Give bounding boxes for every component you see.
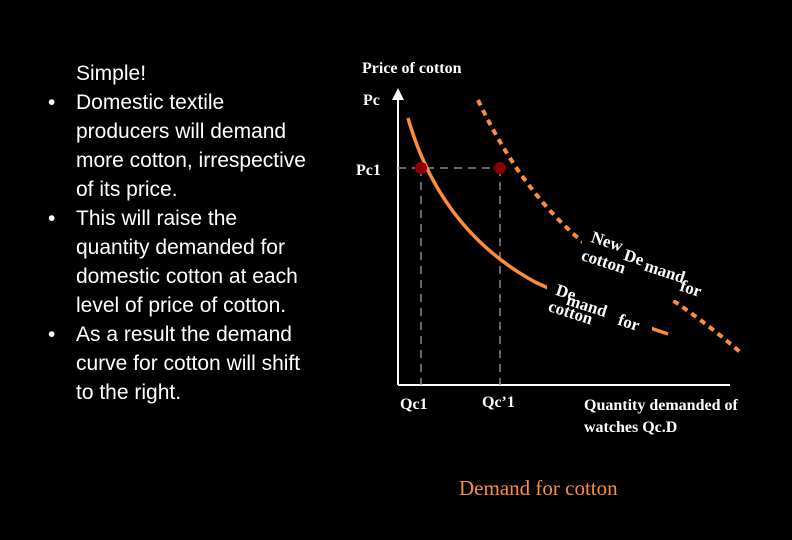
bullet-text: curve for cotton will shift <box>76 351 301 375</box>
bullet-line: • Domestic textile <box>40 89 340 118</box>
x-axis-title-line2: watches Qc.D <box>584 419 678 436</box>
bullet-line: more cotton, irrespective <box>40 147 340 176</box>
bullet-text: to the right. <box>76 380 182 404</box>
bullet-text: domestic cotton at each <box>76 264 298 288</box>
diagram-caption: Demand for cotton <box>459 476 618 500</box>
x-axis-title-line1: Quantity demanded of <box>584 397 738 414</box>
bullet-text: quantity demanded for <box>76 235 285 259</box>
bullet-line: • As a result the demand <box>40 321 340 350</box>
bullet-line: Simple! <box>40 60 340 89</box>
demand-point-pc1-qc1 <box>415 162 427 174</box>
bullet-dot: • <box>48 90 56 114</box>
y-axis-title: Price of cotton <box>362 60 462 77</box>
bullet-line: level of price of cotton. <box>40 292 340 321</box>
bullet-text: of its price. <box>76 177 178 201</box>
old-curve-label-bg <box>547 283 652 335</box>
bullet-line: to the right. <box>40 379 340 408</box>
qc1-new-label: Qc’1 <box>482 394 515 411</box>
bullet-text: more cotton, irrespective <box>76 148 306 172</box>
y-axis-arrow <box>392 88 404 100</box>
bullet-dot: • <box>48 206 56 230</box>
bullet-list: Simple! • Domestic textile producers will d… <box>40 60 340 408</box>
demand-point-pc1-qc1-new <box>494 162 506 174</box>
pc-label: Pc <box>363 92 380 109</box>
bullet-text: producers will demand <box>76 119 287 143</box>
bullet-line: • This will raise the <box>40 205 340 234</box>
bullet-line: quantity demanded for <box>40 234 340 263</box>
bullet-text: Simple! <box>76 62 147 85</box>
bullet-line: curve for cotton will shift <box>40 350 340 379</box>
bullet-line: producers will demand <box>40 118 340 147</box>
bullet-line: of its price. <box>40 176 340 205</box>
pc1-label: Pc1 <box>356 162 381 179</box>
bullet-text: Domestic textile <box>76 90 225 114</box>
bullet-line: domestic cotton at each <box>40 263 340 292</box>
bullet-text: This will raise the <box>76 206 238 230</box>
bullet-text: level of price of cotton. <box>76 293 287 317</box>
bullet-text: As a result the demand <box>76 322 292 346</box>
bullet-dot: • <box>48 322 56 346</box>
qc1-label: Qc1 <box>400 396 428 413</box>
